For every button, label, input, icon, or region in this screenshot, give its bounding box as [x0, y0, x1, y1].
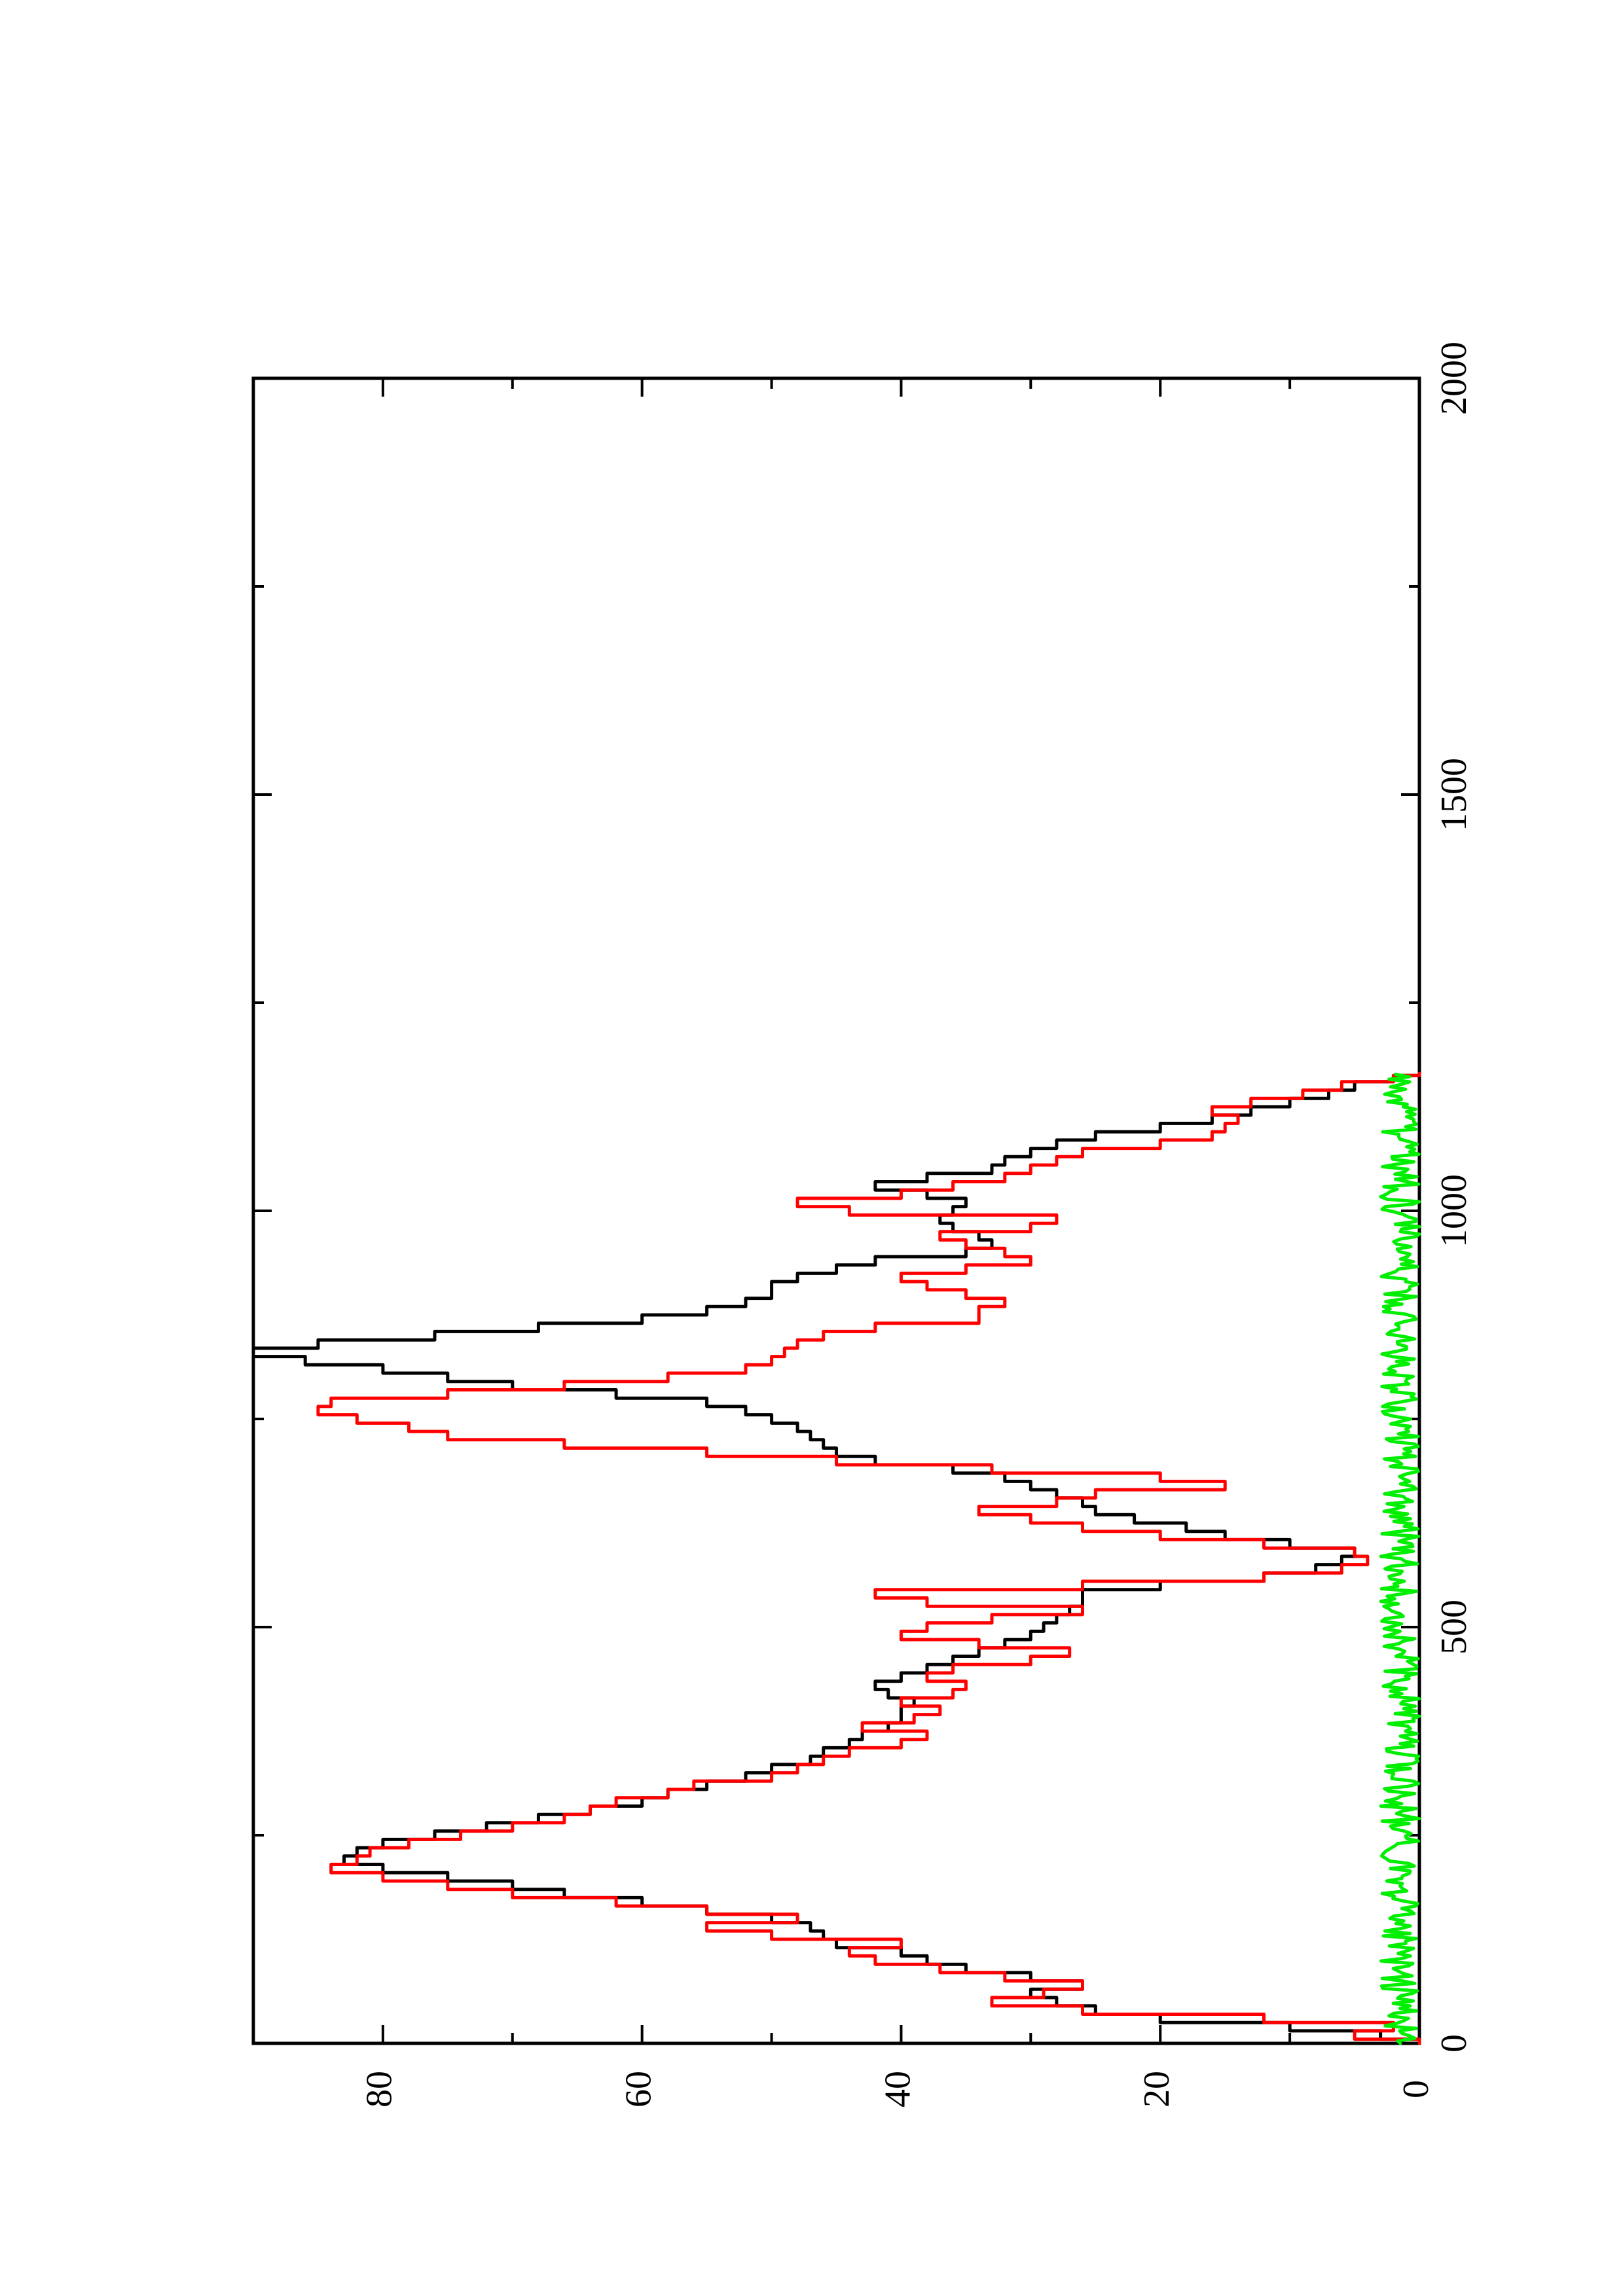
y-tick-label: 60 — [619, 2071, 659, 2108]
series-line-2 — [1379, 1072, 1421, 2045]
axis-tick-labels: 0 500 1000 1500 2000 0 20 40 60 80 — [359, 342, 1474, 2108]
x-tick-label: 2000 — [1434, 342, 1474, 415]
series-line-0 — [251, 1071, 1421, 2045]
y-tick-label: 80 — [359, 2071, 400, 2108]
x-tick-label: 500 — [1434, 1600, 1474, 1655]
series-group — [251, 1071, 1421, 2045]
x-tick-label: 1000 — [1434, 1174, 1474, 1247]
x-tick-label: 0 — [1434, 2034, 1474, 2053]
y-tick-label: 0 — [1396, 2080, 1436, 2098]
plot-frame — [251, 376, 1421, 2045]
y-tick-label: 20 — [1137, 2071, 1177, 2108]
x-tick-label: 1500 — [1434, 758, 1474, 831]
axis-ticks — [252, 377, 1421, 2045]
axes-box — [251, 376, 1421, 2045]
series-line-1 — [316, 1071, 1421, 2045]
y-tick-label: 40 — [877, 2071, 918, 2108]
